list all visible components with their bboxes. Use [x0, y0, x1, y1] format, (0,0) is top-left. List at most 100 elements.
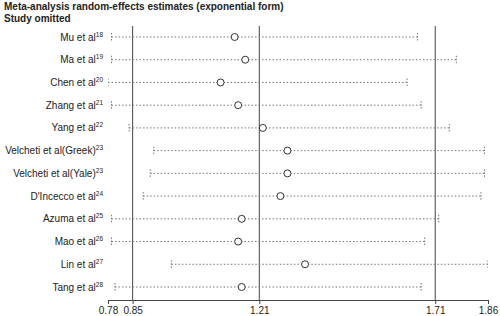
- tick-label: 0.78: [99, 305, 119, 316]
- estimate-point: [277, 193, 284, 200]
- confidence-interval: [112, 241, 425, 242]
- study-labels: Mu et al18 Ma et al19 Chen et al20 Zhang et…: [5, 31, 103, 293]
- estimate-point: [231, 34, 238, 41]
- ci-cap: [108, 78, 109, 86]
- tick-mark: [108, 300, 109, 304]
- ci-cap: [449, 124, 450, 132]
- ci-cap: [111, 56, 112, 64]
- estimate-point: [259, 124, 266, 131]
- title: Meta-analysis random-effects estimates (…: [4, 1, 284, 12]
- overall-upper-line: [435, 26, 436, 300]
- ci-cap: [456, 56, 457, 64]
- estimate-point: [284, 170, 291, 177]
- study-label: Yang et al22: [51, 121, 103, 133]
- ci-cap: [153, 147, 154, 155]
- study-name: Chen et al: [50, 77, 96, 88]
- study-name: Azuma et al: [43, 213, 96, 224]
- tick: 0.85: [123, 300, 143, 316]
- study-ref: 24: [96, 190, 104, 197]
- overall-estimate-line: [259, 26, 260, 300]
- study-ref: 19: [96, 53, 104, 60]
- study-ref: 21: [96, 99, 104, 106]
- ci-cap: [171, 260, 172, 268]
- ci-cap: [438, 215, 439, 223]
- estimate-point: [238, 284, 245, 291]
- study-label: D'Incecco et al24: [30, 190, 103, 202]
- study-ref: 18: [96, 31, 104, 38]
- study-name: Lin et al: [61, 259, 96, 270]
- estimate-point: [238, 215, 245, 222]
- confidence-interval: [150, 173, 484, 174]
- confidence-interval: [112, 105, 422, 106]
- study-name: Yang et al: [51, 122, 95, 133]
- tick: 1.71: [426, 300, 446, 316]
- study-label: Lin et al27: [61, 258, 104, 270]
- x-axis: 0.78 0.85 1.21 1.71 1.86: [99, 300, 499, 316]
- axis-line: [109, 301, 489, 305]
- study-label: Chen et al20: [50, 76, 103, 88]
- ci-cap: [407, 78, 408, 86]
- tick-mark: [435, 300, 436, 304]
- tick-label: 1.71: [426, 305, 446, 316]
- estimate-point: [235, 102, 242, 109]
- study-label: Velcheti et al(Greek)23: [5, 144, 103, 156]
- ci-cap: [417, 33, 418, 41]
- estimate-point: [284, 147, 291, 154]
- ci-cap: [484, 169, 485, 177]
- ci-cap: [143, 192, 144, 200]
- confidence-interval: [143, 196, 481, 197]
- confidence-interval: [129, 127, 449, 128]
- tick-mark: [488, 300, 489, 304]
- study-name: Ma et al: [60, 54, 96, 65]
- study-label: Mao et al26: [55, 235, 104, 247]
- ci-cap: [484, 147, 485, 155]
- confidence-interval: [115, 287, 421, 288]
- subtitle: Study omitted: [4, 13, 71, 24]
- ci-cap: [111, 33, 112, 41]
- study-label: Velcheti et al(Yale)23: [13, 167, 103, 179]
- study-label: Mu et al18: [60, 31, 103, 43]
- study-ref: 25: [96, 212, 104, 219]
- ci-cap: [150, 169, 151, 177]
- tick-label: 1.21: [250, 305, 270, 316]
- study-ref: 28: [96, 281, 104, 288]
- study-name: Tang et al: [52, 282, 95, 293]
- study-label: Zhang et al21: [46, 99, 104, 111]
- study-name: Velcheti et al(Greek): [5, 145, 96, 156]
- ci-cap: [111, 215, 112, 223]
- study-ref: 26: [96, 235, 104, 242]
- study-ref: 22: [96, 121, 104, 128]
- chart: Meta-analysis random-effects estimates (…: [0, 0, 500, 316]
- tick: 1.21: [250, 300, 270, 316]
- study-ref: 20: [96, 76, 104, 83]
- study-name: Velcheti et al(Yale): [13, 168, 96, 179]
- estimate-point: [217, 79, 224, 86]
- confidence-interval: [154, 150, 485, 151]
- ci-cap: [480, 192, 481, 200]
- confidence-interval: [112, 59, 457, 60]
- ci-cap: [424, 238, 425, 246]
- study-label: Tang et al28: [52, 281, 103, 293]
- confidence-interval: [112, 37, 418, 38]
- ci-cap: [111, 238, 112, 246]
- ci-cap: [421, 101, 422, 109]
- study-ref: 23: [96, 144, 104, 151]
- study-name: D'Incecco et al: [30, 191, 95, 202]
- estimate-point: [302, 261, 309, 268]
- tick-label: 0.85: [123, 305, 143, 316]
- study-ref: 23: [96, 167, 104, 174]
- confidence-interval: [171, 264, 488, 265]
- reference-lines: [133, 26, 436, 300]
- overall-lower-line: [132, 26, 133, 300]
- estimate-point: [235, 238, 242, 245]
- estimate-point: [242, 56, 249, 63]
- ci-cap: [115, 283, 116, 291]
- tick: 1.86: [479, 300, 499, 316]
- tick: 0.78: [99, 300, 119, 316]
- tick-label: 1.86: [479, 305, 499, 316]
- study-ref: 27: [96, 258, 104, 265]
- study-label: Ma et al19: [60, 53, 103, 65]
- study-marks: [108, 33, 488, 291]
- tick-mark: [133, 300, 134, 304]
- study-name: Mao et al: [55, 236, 96, 247]
